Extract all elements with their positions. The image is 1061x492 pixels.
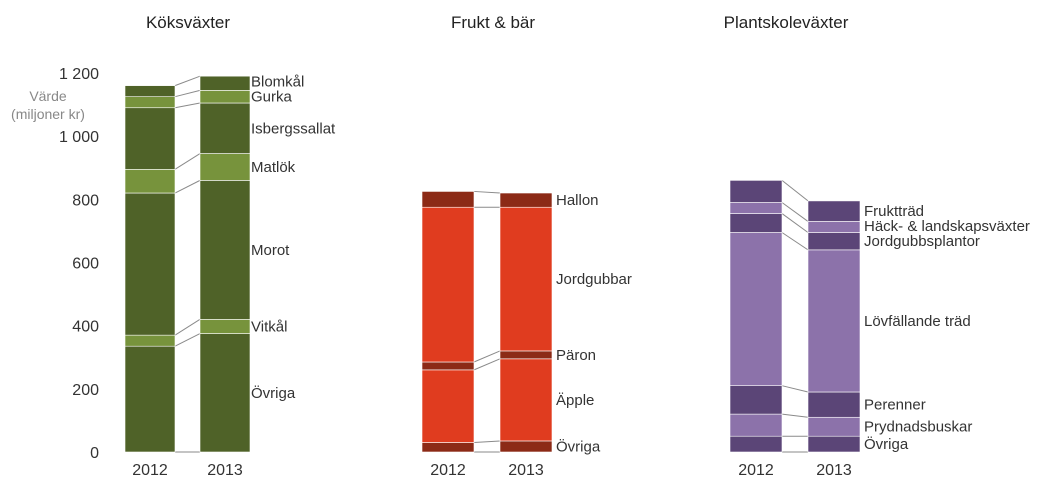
bar-segment (124, 334, 176, 347)
x-tick-label: 2013 (207, 462, 243, 479)
connector-line (473, 358, 501, 371)
segment-label: Jordgubbsplantor (864, 233, 980, 250)
bar-segment (124, 96, 176, 109)
connector-line (781, 202, 809, 222)
segment-label: Päron (556, 347, 596, 364)
segment-label: Perenner (864, 397, 926, 414)
bar-segment (807, 435, 861, 453)
segment-label: Morot (251, 242, 290, 259)
y-axis-label-line-2: (miljoner kr) (11, 106, 85, 122)
connector-line (473, 350, 501, 363)
y-tick-label: 800 (72, 192, 99, 209)
bar-segment (421, 206, 475, 363)
y-tick-label: 600 (72, 256, 99, 273)
connector-line (781, 413, 809, 418)
bar-segment (807, 232, 861, 251)
connector-line (174, 179, 201, 194)
bar-segment (421, 369, 475, 443)
bar-segment (499, 358, 553, 442)
bar-segment (499, 206, 553, 352)
segment-label: Isbergssallat (251, 120, 336, 137)
segment-label: Lövfällande träd (864, 313, 971, 330)
bar-segment (807, 221, 861, 233)
bar-segment (807, 391, 861, 418)
bar-segment (729, 385, 783, 415)
bar-segment (199, 153, 251, 181)
bar-segment (421, 442, 475, 453)
bar-segment (124, 85, 176, 97)
connector-line (174, 333, 201, 347)
segment-label: Övriga (864, 435, 909, 453)
segment-label: Gurka (251, 89, 293, 106)
y-axis-label-line-1: Värde (29, 88, 67, 104)
bar-segment (199, 319, 251, 334)
panel-3: Plantskoleväxter 2012 2013 ÖvrigaPrydnadsbu… (724, 13, 1030, 479)
bar-segment (124, 169, 176, 194)
panel-1: Köksväxter 2012 2013 Övriga Vitkål Morot Matlö… (124, 13, 336, 479)
bar-segment (729, 180, 783, 203)
bar-segment (199, 75, 251, 91)
x-tick-label: 2013 (816, 462, 852, 479)
y-tick-label: 200 (72, 382, 99, 399)
bar-segment (124, 107, 176, 170)
y-tick-label: 1 200 (59, 66, 99, 83)
segment-label: Fruktträd (864, 203, 924, 220)
bar-segment (729, 202, 783, 214)
panel-2: Frukt & bär 2012 2013 Övriga Äpple Päron Jordg… (421, 13, 632, 479)
connector-line (174, 89, 201, 98)
segment-label: Hallon (556, 192, 599, 209)
bar-segment (199, 333, 251, 453)
bar-segment (421, 191, 475, 208)
segment-label: Häck- & landskapsväxter (864, 218, 1030, 235)
connector-line (174, 318, 201, 336)
x-tick-label: 2012 (738, 462, 774, 479)
bar-segment (729, 435, 783, 453)
connector-line (473, 440, 501, 444)
panel-title: Frukt & bär (451, 13, 535, 32)
connector-line (174, 153, 201, 170)
bar-segment (729, 232, 783, 386)
connector-line (174, 75, 201, 87)
bar-segment (124, 192, 176, 336)
bar-segment (199, 102, 251, 154)
x-tick-label: 2012 (430, 462, 466, 479)
connector-line (781, 232, 809, 251)
connector-line (473, 190, 501, 194)
connector-line (781, 179, 809, 202)
segment-label: Matlök (251, 159, 296, 176)
x-tick-label: 2013 (508, 462, 544, 479)
bar-segment (499, 192, 553, 208)
y-axis: Värde (miljoner kr) 0 200 400 600 800 1 000 1 … (11, 66, 99, 462)
segment-label: Övriga (556, 437, 601, 455)
segment-label: Övriga (251, 384, 296, 402)
bar-segment (124, 345, 176, 453)
panel-title: Plantskoleväxter (724, 13, 849, 32)
y-tick-label: 1 000 (59, 129, 99, 146)
segment-label: Jordgubbar (556, 271, 632, 288)
bar-segment (199, 180, 251, 320)
bar-segment (499, 440, 553, 453)
chart-panels: Köksväxter 2012 2013 Övriga Vitkål Morot Matlö… (124, 13, 1030, 479)
segment-label: Vitkål (251, 318, 287, 335)
y-tick-label: 400 (72, 319, 99, 336)
bar-segment (499, 350, 553, 360)
x-tick-label: 2012 (132, 462, 168, 479)
connector-line (174, 102, 201, 109)
segment-label: Prydnadsbuskar (864, 419, 972, 436)
bar-segment (421, 361, 475, 371)
panel-title: Köksväxter (146, 13, 230, 32)
bar-segment (807, 416, 861, 437)
connector-line (781, 385, 809, 393)
connector-line (781, 213, 809, 233)
segment-label: Äpple (556, 392, 594, 409)
bar-segment (807, 200, 861, 222)
bar-segment (199, 90, 251, 104)
bar-segment (807, 249, 861, 393)
y-tick-label: 0 (90, 445, 99, 462)
bar-segment (729, 213, 783, 233)
bar-segment (729, 413, 783, 437)
segment-label: Blomkål (251, 74, 304, 91)
